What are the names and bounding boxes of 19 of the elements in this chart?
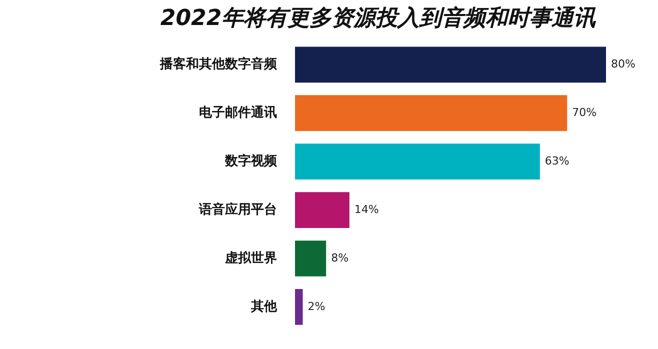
y-tick-label: 其他	[250, 299, 278, 314]
y-tick-label: 电子邮件通讯	[199, 104, 277, 120]
bar	[295, 46, 606, 83]
y-tick-label: 数字视频	[224, 152, 278, 169]
data-label: 63%	[544, 154, 570, 168]
y-tick-label: 播客和其他数字音频	[159, 56, 278, 72]
bar	[295, 192, 350, 228]
data-label: 80%	[611, 57, 636, 70]
data-label: 70%	[572, 106, 597, 119]
data-label: 2%	[308, 300, 326, 313]
y-tick-label: 语音应用平台	[198, 201, 277, 218]
data-label: 8%	[331, 251, 349, 264]
bar	[295, 144, 540, 180]
bar	[295, 289, 303, 325]
chart-title: 2022年将有更多资源投入到音频和时事通讯	[160, 4, 597, 31]
bar	[295, 240, 326, 276]
bar	[295, 95, 568, 132]
data-label: 14%	[354, 202, 379, 216]
y-tick-label: 虚拟世界	[224, 250, 277, 266]
